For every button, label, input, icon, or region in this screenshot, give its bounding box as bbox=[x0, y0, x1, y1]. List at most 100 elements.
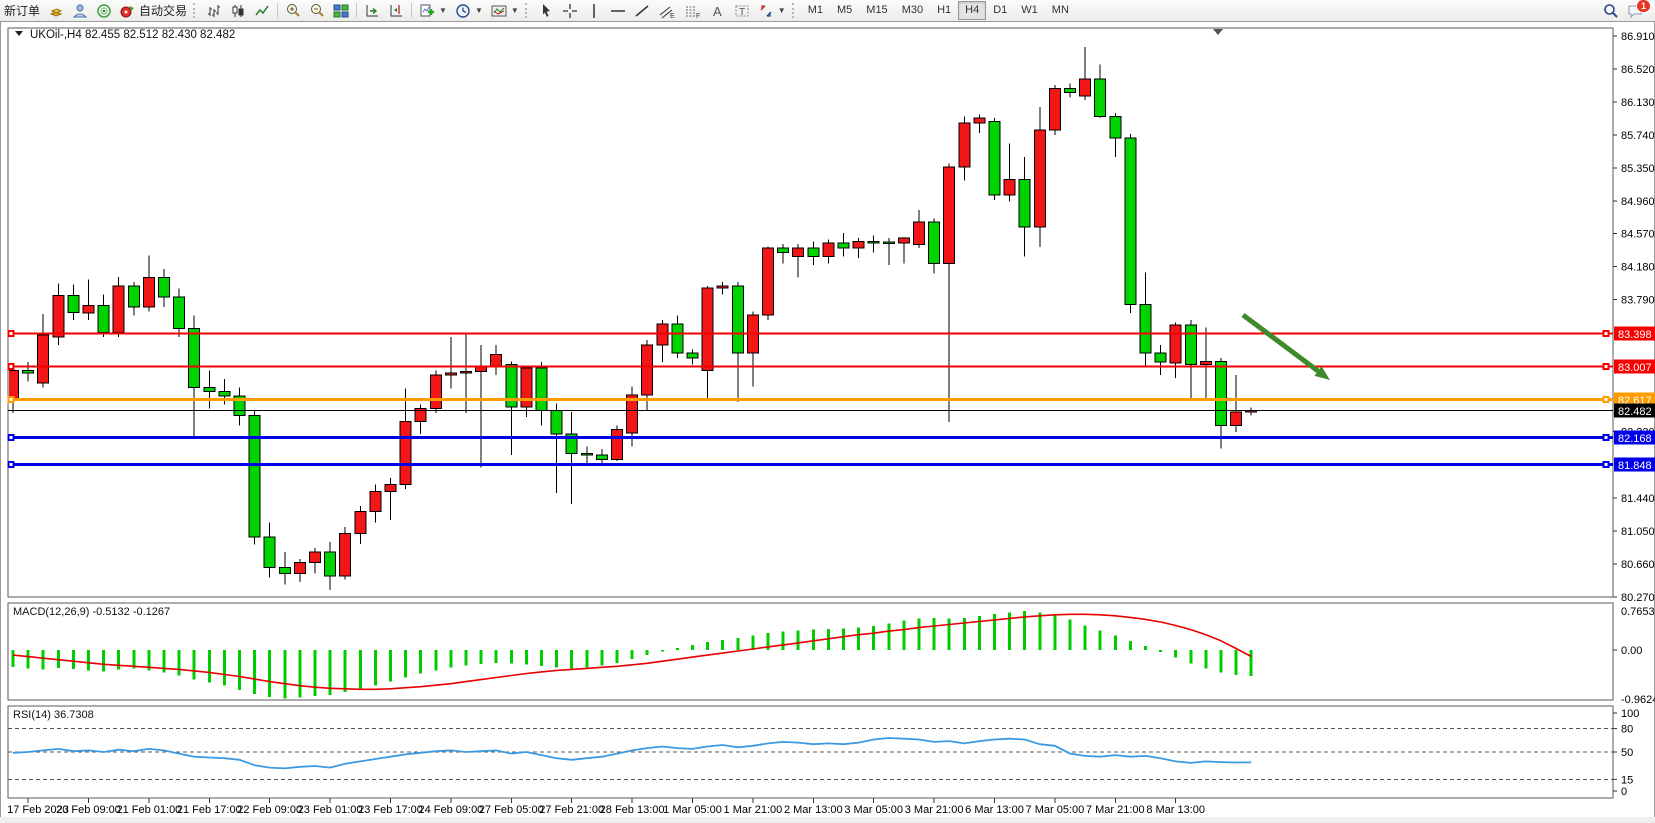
price-label-text: 82.168 bbox=[1618, 433, 1652, 445]
line-handle-center bbox=[1604, 436, 1608, 439]
line-handle-center bbox=[9, 332, 13, 335]
svg-text:T: T bbox=[739, 7, 745, 18]
candlestick-icon bbox=[232, 4, 244, 17]
auto-scroll-button[interactable] bbox=[360, 1, 384, 20]
candlestick-button[interactable] bbox=[226, 1, 250, 20]
tile-windows-button[interactable] bbox=[329, 1, 353, 20]
time-tick-label: 1 Mar 05:00 bbox=[663, 804, 722, 816]
auto-trading-label: 自动交易 bbox=[139, 4, 188, 18]
candle-body-down bbox=[173, 296, 186, 329]
new-order-button[interactable]: 新订单 bbox=[0, 1, 44, 20]
symbol-dropdown-icon[interactable] bbox=[15, 31, 23, 36]
candle-body-down bbox=[127, 285, 140, 308]
candle-body-up bbox=[1003, 179, 1016, 196]
tab-timeframe-w1[interactable]: W1 bbox=[1021, 4, 1038, 16]
chart-canvas[interactable]: 86.910 86.520 86.130 85.740 85.350 84.960 84.5… bbox=[0, 21, 1655, 823]
tab-timeframe-mn[interactable]: MN bbox=[1051, 4, 1069, 16]
tab-timeframe-h4[interactable]: H4 bbox=[958, 1, 987, 20]
crosshair-tool-button[interactable] bbox=[558, 1, 582, 20]
zoom-in-button[interactable] bbox=[281, 1, 305, 20]
arrow-shaft bbox=[1241, 312, 1320, 374]
annotation-arrow[interactable] bbox=[1241, 312, 1330, 380]
horizontal-line-tool-button[interactable] bbox=[606, 1, 630, 20]
line-handle-center bbox=[1604, 332, 1608, 335]
toolbar-separator bbox=[411, 3, 413, 18]
fibonacci-tool-button[interactable]: F bbox=[680, 1, 706, 20]
candle-body-up bbox=[611, 429, 623, 460]
price-label-text: 83.398 bbox=[1618, 329, 1652, 341]
candle-body-down bbox=[1215, 360, 1227, 426]
candle bbox=[958, 116, 971, 181]
cursor-tool-button[interactable] bbox=[534, 1, 558, 20]
tab-timeframe-m5[interactable]: M5 bbox=[837, 4, 853, 16]
text-tool-button[interactable]: A bbox=[706, 1, 730, 20]
candle bbox=[762, 246, 774, 320]
arrows-tool-button[interactable]: ▼ bbox=[754, 1, 790, 20]
candle-body-down bbox=[218, 391, 231, 397]
price-label-box bbox=[1614, 326, 1655, 341]
quotes-button[interactable] bbox=[44, 1, 68, 20]
candle bbox=[67, 284, 80, 320]
trendline-icon bbox=[635, 4, 649, 17]
line-handle-center bbox=[1604, 463, 1608, 466]
line-handle-center bbox=[1604, 365, 1608, 368]
horizontal-level-lines[interactable] bbox=[7, 330, 1614, 468]
chart-end-marker[interactable] bbox=[1213, 29, 1223, 35]
price-axis[interactable]: 86.910 86.520 86.130 85.740 85.350 84.960 84.5… bbox=[1613, 31, 1655, 604]
candle-body-down bbox=[928, 221, 941, 264]
clock-icon bbox=[456, 3, 470, 18]
rsi-scale-label: 80 bbox=[1621, 724, 1633, 736]
candle bbox=[384, 477, 397, 521]
line-handle-center bbox=[9, 365, 13, 368]
tab-timeframe-d1[interactable]: D1 bbox=[993, 4, 1008, 16]
candle-body-up bbox=[37, 334, 50, 384]
candle-body-down bbox=[22, 370, 35, 374]
tab-timeframe-m1[interactable]: M1 bbox=[807, 4, 823, 16]
new-chart-icon bbox=[420, 4, 435, 16]
macd-scale-label: 0.7653 bbox=[1621, 606, 1655, 618]
candle-body-down bbox=[807, 247, 820, 258]
periods-button[interactable]: ▼ bbox=[451, 1, 487, 20]
time-tick-label: 3 Mar 21:00 bbox=[905, 804, 964, 816]
price-label-box bbox=[1614, 359, 1655, 374]
search-button[interactable] bbox=[1599, 1, 1623, 20]
tab-timeframe-h1[interactable]: H1 bbox=[937, 4, 952, 16]
templates-button[interactable]: ▼ bbox=[487, 1, 523, 20]
main-toolbar: 新订单 自动交易 bbox=[0, 0, 1655, 22]
candle bbox=[777, 243, 790, 264]
vertical-line-tool-button[interactable] bbox=[582, 1, 606, 20]
label-tool-button[interactable]: T bbox=[730, 1, 754, 20]
candle-body-up bbox=[958, 122, 971, 168]
auto-trading-button[interactable]: 自动交易 bbox=[116, 1, 191, 20]
signals-button[interactable] bbox=[92, 1, 116, 20]
macd-signal-line bbox=[12, 613, 1252, 691]
chat-button[interactable]: 1 bbox=[1623, 0, 1651, 20]
contacts-icon bbox=[72, 4, 88, 17]
contacts-button[interactable] bbox=[68, 1, 92, 20]
equidistant-channel-tool-button[interactable]: E bbox=[654, 1, 680, 20]
candle bbox=[716, 281, 729, 295]
candle bbox=[52, 283, 65, 346]
candle-body-down bbox=[671, 323, 684, 354]
chart-shift-button[interactable] bbox=[384, 1, 408, 20]
candle bbox=[1154, 345, 1167, 375]
tab-timeframe-m15[interactable]: M15 bbox=[866, 4, 888, 16]
candle-body-down bbox=[580, 452, 593, 456]
candle bbox=[444, 336, 457, 389]
price-label-text: 83.007 bbox=[1618, 362, 1652, 374]
crosshair-icon bbox=[562, 3, 577, 18]
new-chart-button[interactable]: ▼ bbox=[415, 1, 451, 20]
svg-text:A: A bbox=[713, 4, 722, 19]
line-chart-button[interactable] bbox=[250, 1, 274, 20]
candle-body-down bbox=[882, 241, 895, 245]
rsi-series bbox=[12, 737, 1252, 770]
tab-timeframe-m30[interactable]: M30 bbox=[901, 4, 924, 16]
zoom-out-button[interactable] bbox=[305, 1, 329, 20]
trendline-tool-button[interactable] bbox=[630, 1, 654, 20]
time-tick-label: 17 Feb 2023 bbox=[7, 804, 69, 816]
candle-body-up bbox=[399, 420, 412, 486]
bar-chart-button[interactable] bbox=[202, 1, 226, 20]
macd-scale-label: 0.00 bbox=[1621, 645, 1642, 657]
candle bbox=[1124, 134, 1137, 314]
